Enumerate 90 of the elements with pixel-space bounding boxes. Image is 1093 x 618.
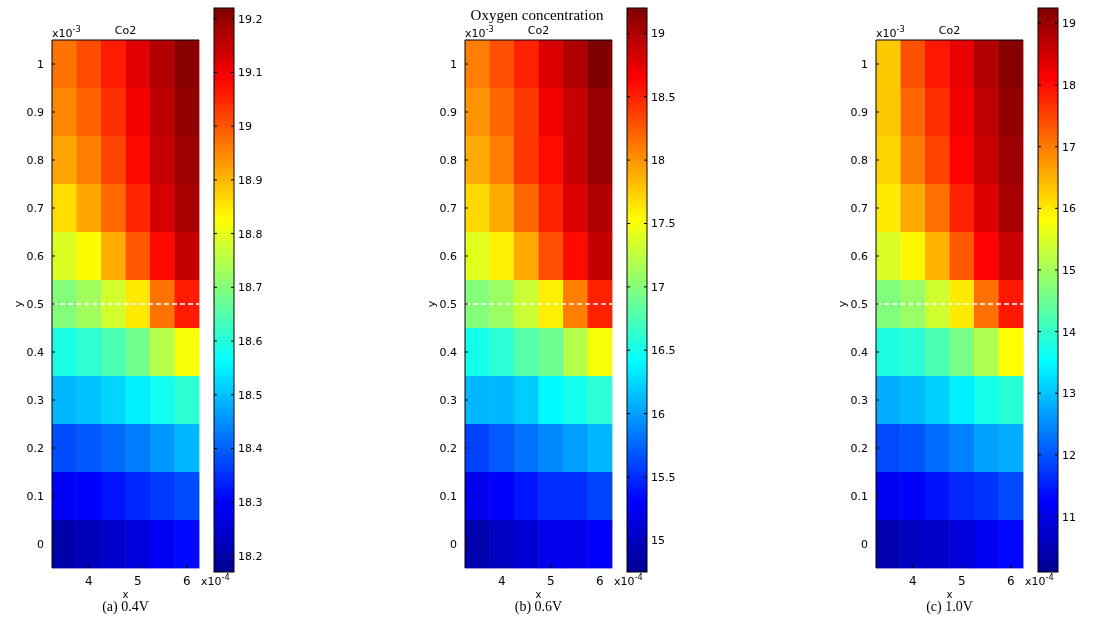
text: (c) 1.0V bbox=[926, 599, 973, 615]
y-axis-title: y bbox=[12, 300, 25, 308]
y-tick-label: 0.7 bbox=[439, 202, 457, 215]
color-bar-label: 16.5 bbox=[651, 344, 676, 358]
chart-subtitle: Co2 bbox=[938, 24, 961, 37]
x-axis-title: x bbox=[122, 589, 129, 600]
x-tick-label: 5 bbox=[133, 574, 142, 588]
y-tick-label: 0.4 bbox=[26, 346, 44, 359]
color-bar-label: 17 bbox=[1062, 140, 1076, 154]
color-bar-label: 16 bbox=[651, 407, 665, 421]
y-tick-label: 0.2 bbox=[26, 442, 44, 455]
y-tick-label: 0 bbox=[450, 538, 457, 551]
x-tick-label: 6 bbox=[595, 574, 604, 588]
x-tick-label: 5 bbox=[957, 574, 966, 588]
x-tick-label: 6 bbox=[182, 574, 191, 588]
color-bar-label: 18.2 bbox=[238, 549, 263, 563]
y-tick-label: 0.5 bbox=[850, 298, 868, 311]
y-tick-label: 0.9 bbox=[850, 106, 868, 119]
y-tick-label: 0.6 bbox=[439, 250, 457, 263]
color-bar-label: 17 bbox=[651, 280, 665, 294]
color-bar-label: 18.5 bbox=[238, 388, 263, 402]
y-tick-label: 0 bbox=[37, 538, 44, 551]
color-bar-label: 18.5 bbox=[651, 90, 676, 104]
x-tick-label: 5 bbox=[546, 574, 555, 588]
y-tick-label: 0.3 bbox=[26, 394, 44, 407]
annotation: x10$^{-3}$ bbox=[465, 24, 494, 40]
y-tick-label: 0.4 bbox=[439, 346, 457, 359]
color-bar-label: 18.6 bbox=[238, 335, 263, 349]
chart-subtitle: Co2 bbox=[114, 24, 137, 37]
y-axis-title: y bbox=[425, 300, 438, 308]
chart-subtitle: Co2 bbox=[527, 24, 550, 37]
x-axis-title: x bbox=[946, 589, 953, 600]
y-tick-label: 0.3 bbox=[850, 394, 868, 407]
x-tick-label: 4 bbox=[497, 574, 506, 588]
color-bar-label: 18 bbox=[1062, 79, 1076, 93]
y-tick-label: 0.1 bbox=[26, 490, 44, 503]
color-bar-label: 18.7 bbox=[238, 281, 263, 295]
text: (b) 0.6V bbox=[514, 599, 563, 615]
x-tick-label: 4 bbox=[908, 574, 917, 588]
y-tick-label: 0.3 bbox=[439, 394, 457, 407]
chart-title: Oxygen concentration bbox=[470, 7, 604, 23]
color-bar-label: 18.4 bbox=[238, 442, 263, 456]
y-tick-label: 0.9 bbox=[26, 106, 44, 119]
color-bar-label: 18 bbox=[651, 154, 665, 168]
color-bar-label: 13 bbox=[1062, 387, 1076, 401]
y-tick-label: 0.7 bbox=[850, 202, 868, 215]
x-axis-title: x bbox=[535, 589, 542, 600]
color-bar-label: 19.2 bbox=[238, 12, 263, 26]
y-tick-label: 1 bbox=[37, 58, 44, 71]
y-tick-label: 0.8 bbox=[439, 154, 457, 167]
color-bar-label: 14 bbox=[1062, 325, 1076, 339]
color-bar-label: 19 bbox=[651, 27, 665, 41]
y-tick-label: 0.4 bbox=[850, 346, 868, 359]
color-bar-label: 11 bbox=[1062, 510, 1076, 524]
x-tick-label: 6 bbox=[1006, 574, 1015, 588]
color-bar-label: 19 bbox=[238, 120, 252, 134]
y-tick-label: 0 bbox=[861, 538, 868, 551]
y-tick-label: 0.7 bbox=[26, 202, 44, 215]
y-tick-label: 0.2 bbox=[439, 442, 457, 455]
y-tick-label: 0.9 bbox=[439, 106, 457, 119]
y-tick-label: 0.8 bbox=[26, 154, 44, 167]
text: (a) 0.4V bbox=[102, 599, 149, 615]
y-tick-label: 1 bbox=[861, 58, 868, 71]
x-tick-label: 4 bbox=[84, 574, 93, 588]
text: x10$^{-4}$ bbox=[1025, 572, 1054, 588]
color-bar-label: 18.9 bbox=[238, 173, 263, 187]
color-bar-label: 19.1 bbox=[238, 66, 263, 80]
color-bar-label: 18.3 bbox=[238, 496, 263, 510]
color-bar-label: 18.8 bbox=[238, 227, 263, 241]
color-bar-label: 15 bbox=[1062, 263, 1076, 277]
color-bar-label: 15.5 bbox=[651, 470, 676, 484]
y-tick-label: 0.5 bbox=[26, 298, 44, 311]
y-tick-label: 0.6 bbox=[850, 250, 868, 263]
color-bar-label: 15 bbox=[651, 534, 665, 548]
y-axis-title: y bbox=[836, 300, 849, 308]
color-bar-label: 19 bbox=[1062, 17, 1076, 31]
y-tick-label: 0.6 bbox=[26, 250, 44, 263]
y-tick-label: 0.2 bbox=[850, 442, 868, 455]
color-bar-label: 16 bbox=[1062, 202, 1076, 216]
annotation: x10$^{-3}$ bbox=[876, 24, 905, 40]
y-tick-label: 0.1 bbox=[439, 490, 457, 503]
text: x10$^{-4}$ bbox=[201, 572, 230, 588]
text: x10$^{-4}$ bbox=[614, 572, 643, 588]
y-tick-label: 0.1 bbox=[850, 490, 868, 503]
annotation: x10$^{-3}$ bbox=[52, 24, 81, 40]
y-tick-label: 0.8 bbox=[850, 154, 868, 167]
y-tick-label: 0.5 bbox=[439, 298, 457, 311]
color-bar-label: 17.5 bbox=[651, 217, 676, 231]
y-tick-label: 1 bbox=[450, 58, 457, 71]
color-bar-label: 12 bbox=[1062, 448, 1076, 462]
